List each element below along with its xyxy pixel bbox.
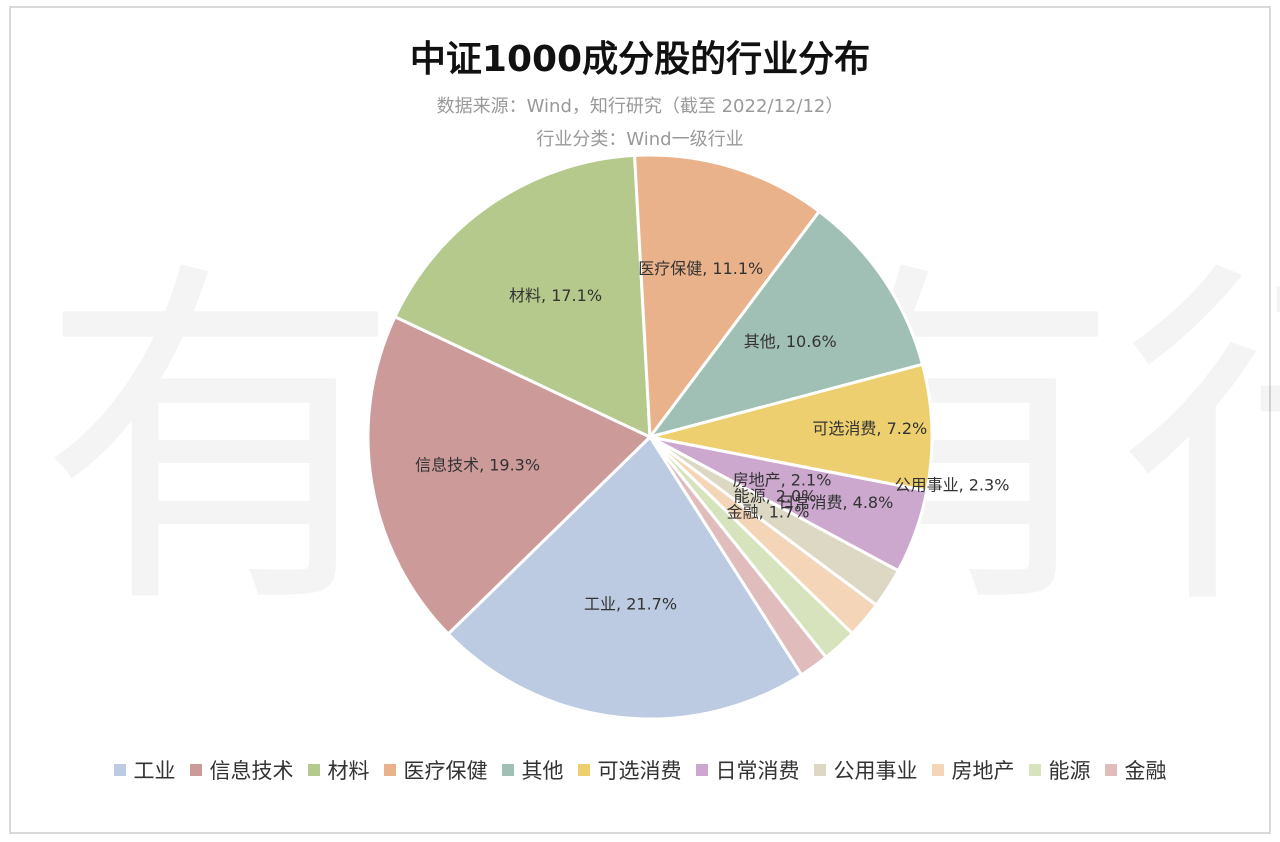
- legend-swatch-2: [189, 764, 202, 776]
- legend-item-5: 其他: [501, 755, 564, 785]
- pie-slice-5: [648, 209, 924, 439]
- legend-swatch-10: [1028, 764, 1041, 776]
- legend-swatch-5: [501, 764, 514, 776]
- legend-item-4: 医疗保健: [383, 755, 488, 785]
- slice-label-6: 可选消费, 7.2%: [812, 419, 927, 438]
- pie-slice-3: [393, 153, 652, 439]
- legend-label-2: 信息技术: [209, 759, 294, 783]
- chart-title: 中证1000成分股的行业分布: [409, 39, 871, 80]
- slice-label-1: 工业, 21.7%: [584, 595, 677, 614]
- legend-swatch-9: [931, 764, 944, 776]
- chart-subtitle-classification: 行业分类：Wind一级行业: [536, 129, 744, 150]
- legend-swatch-1: [113, 764, 126, 776]
- slice-label-9: 房地产, 2.1%: [733, 471, 832, 490]
- slice-label-8: 公用事业, 2.3%: [895, 476, 1010, 495]
- slice-label-11: 金融, 1.7%: [727, 503, 810, 522]
- slice-label-3: 材料, 17.1%: [509, 286, 602, 305]
- legend-swatch-3: [307, 764, 320, 776]
- legend-label-11: 金融: [1124, 759, 1167, 783]
- slice-label-7: 日常消费, 4.8%: [778, 493, 893, 512]
- legend-item-8: 公用事业: [813, 755, 918, 785]
- legend-label-1: 工业: [133, 759, 176, 783]
- slice-label-2: 信息技术, 19.3%: [415, 455, 540, 474]
- legend-item-9: 房地产: [931, 755, 1015, 785]
- pie-slice-6: [648, 362, 934, 493]
- legend-swatch-6: [577, 764, 590, 776]
- legend-label-7: 日常消费: [715, 759, 800, 783]
- pie-slice-2: [366, 315, 652, 636]
- pie-slice-4: [633, 153, 821, 439]
- chart-subtitle-source: 数据来源：Wind，知行研究（截至 2022/12/12）: [436, 96, 844, 117]
- legend-swatch-11: [1104, 764, 1117, 776]
- legend-item-1: 工业: [113, 755, 176, 785]
- legend-label-4: 医疗保健: [403, 759, 488, 783]
- pie-slice-1: [446, 435, 804, 721]
- pie-slice-11: [648, 435, 828, 677]
- slice-label-5: 其他, 10.6%: [744, 332, 837, 351]
- legend-item-3: 材料: [307, 755, 370, 785]
- legend: 工业 信息技术 材料 医疗保健 其他 可选消费 日常消费 公用事业 房地产 能源 金融: [0, 755, 1280, 785]
- legend-label-10: 能源: [1048, 759, 1091, 783]
- legend-item-10: 能源: [1028, 755, 1091, 785]
- legend-label-3: 材料: [327, 759, 370, 783]
- slice-label-4: 医疗保健, 11.1%: [638, 259, 763, 278]
- legend-item-11: 金融: [1104, 755, 1167, 785]
- legend-swatch-4: [383, 764, 396, 776]
- legend-label-9: 房地产: [951, 759, 1015, 783]
- legend-label-5: 其他: [521, 759, 564, 783]
- legend-label-6: 可选消费: [597, 759, 682, 783]
- legend-label-8: 公用事业: [833, 759, 918, 783]
- legend-item-7: 日常消费: [695, 755, 800, 785]
- legend-item-6: 可选消费: [577, 755, 682, 785]
- legend-swatch-8: [813, 764, 826, 776]
- legend-swatch-7: [695, 764, 708, 776]
- slice-label-10: 能源, 2.0%: [734, 487, 817, 506]
- legend-item-2: 信息技术: [189, 755, 294, 785]
